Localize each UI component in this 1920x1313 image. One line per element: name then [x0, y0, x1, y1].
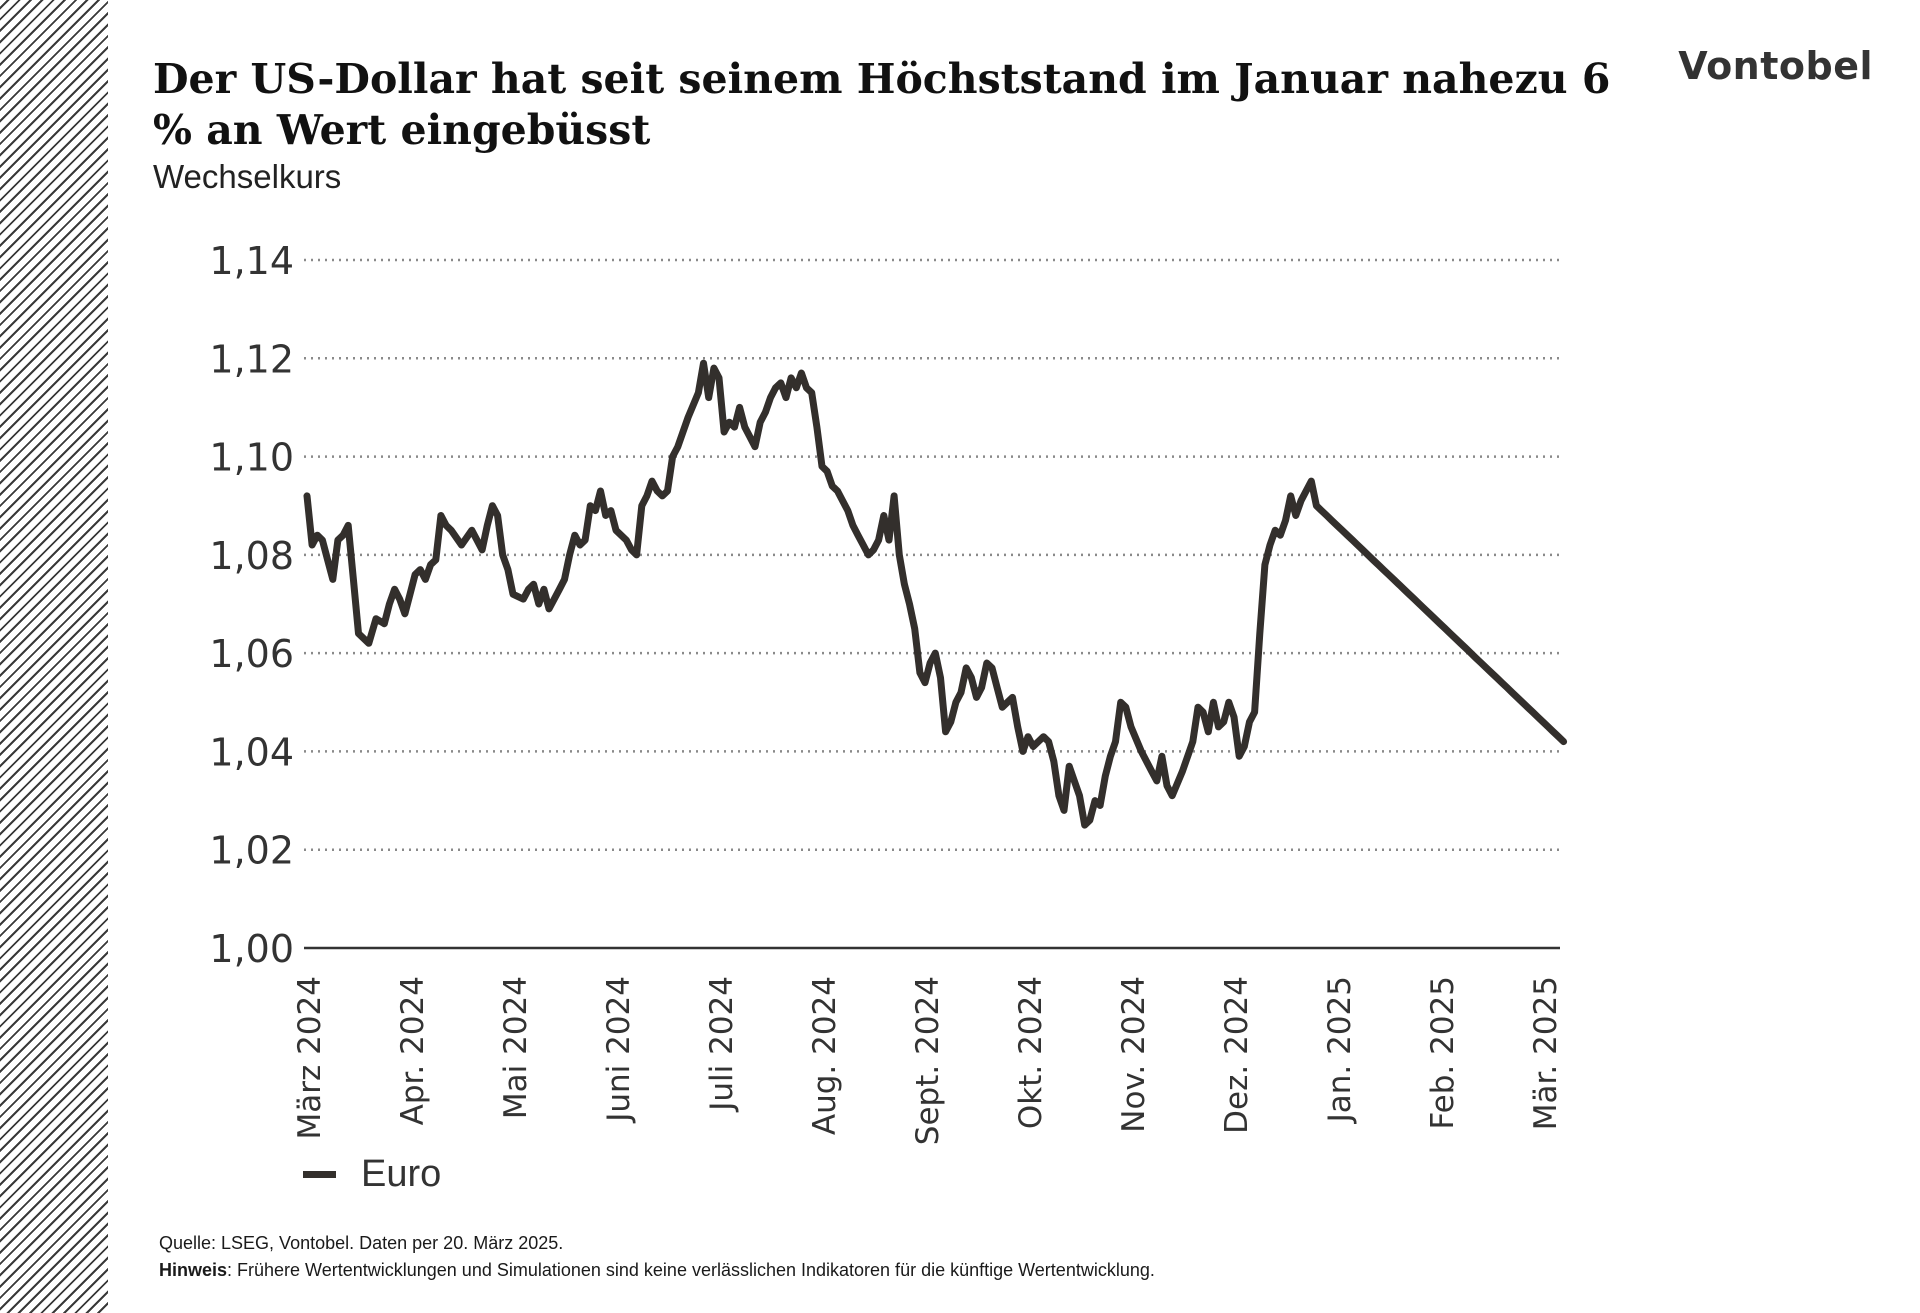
- source-note: Quelle: LSEG, Vontobel. Daten per 20. Mä…: [159, 1233, 564, 1253]
- x-tick-label: Sept. 2024: [910, 976, 946, 1145]
- y-tick-label: 1,00: [209, 927, 294, 971]
- y-tick-label: 1,10: [209, 436, 294, 480]
- y-tick-label: 1,02: [209, 829, 294, 873]
- legend-swatch-euro: [303, 1171, 336, 1178]
- x-tick-label: Mär. 2025: [1528, 976, 1564, 1130]
- x-tick-label: Juli 2024: [704, 976, 740, 1113]
- x-tick-label: Aug. 2024: [807, 976, 843, 1135]
- x-tick-label: Okt. 2024: [1013, 976, 1049, 1129]
- chart-subtitle: Wechselkurs: [153, 158, 342, 195]
- chart-title: Der US-Dollar hat seit seinem Höchststan…: [153, 55, 1611, 154]
- y-tick-label: 1,06: [209, 632, 294, 676]
- disclaimer-label: Hinweis: [159, 1260, 228, 1280]
- disclaimer-note: Hinweis: Frühere Wertentwicklungen und S…: [159, 1257, 1155, 1284]
- x-tick-label: Apr. 2024: [395, 976, 431, 1125]
- decorative-stripes: [0, 0, 108, 1313]
- x-tick-label: Feb. 2025: [1425, 976, 1461, 1130]
- legend-label-euro: Euro: [361, 1153, 442, 1195]
- x-tick-label: März 2024: [292, 976, 328, 1140]
- y-tick-label: 1,04: [209, 730, 294, 774]
- y-tick-label: 1,12: [209, 337, 294, 381]
- x-tick-label: Juni 2024: [601, 976, 637, 1124]
- vontobel-logo: Vontobel: [1678, 44, 1873, 88]
- x-tick-label: Nov. 2024: [1116, 976, 1152, 1133]
- y-tick-label: 1,14: [209, 239, 294, 283]
- series-line-euro: [303, 359, 1568, 829]
- x-tick-label: Dez. 2024: [1219, 976, 1255, 1134]
- chart-legend: Euro: [303, 1153, 441, 1196]
- chart-footer: Quelle: LSEG, Vontobel. Daten per 20. Mä…: [159, 1230, 1155, 1284]
- x-tick-label: Mai 2024: [498, 976, 534, 1119]
- x-tick-label: Jan. 2025: [1322, 976, 1358, 1124]
- y-tick-label: 1,08: [209, 534, 294, 578]
- disclaimer-text: : Frühere Wertentwicklungen und Simulati…: [227, 1260, 1155, 1280]
